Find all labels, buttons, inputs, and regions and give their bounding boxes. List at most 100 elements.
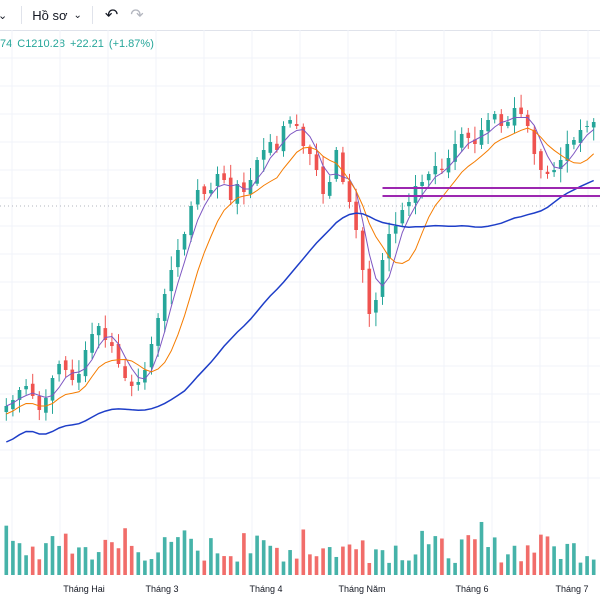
volume-bar <box>539 534 543 575</box>
candle-body <box>532 129 537 154</box>
candle-body <box>143 370 147 383</box>
candle-body <box>506 122 510 126</box>
volume-bar <box>585 556 589 575</box>
volume-bar <box>11 540 15 575</box>
candle-body <box>301 126 306 146</box>
volume-bar <box>195 550 200 575</box>
volume-bar <box>486 547 490 575</box>
candle-body <box>156 318 160 346</box>
volume-bar <box>143 560 147 575</box>
candle-body <box>440 168 444 170</box>
candle-body <box>393 226 398 234</box>
volume-bar <box>393 545 398 575</box>
redo-icon[interactable]: ↷ <box>130 7 144 24</box>
candle-body <box>182 234 187 250</box>
candle-body <box>400 210 405 224</box>
legend-change: +22.21 <box>69 38 104 50</box>
volume-bar <box>473 539 477 575</box>
volume-bar <box>17 543 22 575</box>
x-axis-label: Tháng 6 <box>455 584 488 594</box>
candle-body <box>308 146 312 154</box>
candle-body <box>169 270 174 292</box>
ma-fast-line <box>6 117 595 407</box>
volume-bar <box>380 550 385 575</box>
volume-bar <box>4 525 9 575</box>
volume-bar <box>116 548 121 575</box>
candle-body <box>512 108 517 126</box>
candle-body <box>37 396 42 410</box>
volume-bar <box>545 536 550 575</box>
candle-body <box>123 366 127 378</box>
chevron-down-icon: ⌄ <box>73 9 82 21</box>
volume-bar <box>96 552 101 575</box>
volume-bar <box>136 552 141 575</box>
volume-bar <box>110 542 114 575</box>
ma-mid-line <box>6 127 595 415</box>
volume-bar <box>512 545 517 575</box>
volume-bar <box>565 543 570 575</box>
candle-body <box>149 344 154 368</box>
volume-bar <box>57 545 61 575</box>
volume-bar <box>374 549 378 575</box>
volume-bar <box>189 538 193 575</box>
candle-body <box>591 122 596 128</box>
candle-body <box>367 268 372 314</box>
candle-body <box>558 160 563 169</box>
volume-bar <box>552 546 556 575</box>
candle-body <box>57 364 61 375</box>
volume-bar <box>407 560 411 575</box>
volume-bar <box>123 528 127 575</box>
ohlc-legend: 74 C1210.28 +22.21 (+1.87%) <box>0 38 159 50</box>
toolbar-divider <box>21 6 23 24</box>
volume-bar <box>235 561 240 575</box>
candle-body <box>209 190 213 194</box>
volume-bar <box>420 530 424 575</box>
volume-bar <box>301 529 306 575</box>
candle-body <box>572 140 576 145</box>
volume-bar <box>248 553 253 575</box>
volume-bar <box>572 543 576 575</box>
volume-bar <box>255 535 259 575</box>
candle-body <box>189 206 193 236</box>
candle-body <box>347 181 352 202</box>
ma-slow-line <box>5 179 595 443</box>
volume-bar <box>525 545 530 575</box>
candle-body <box>44 398 48 413</box>
candle-body <box>519 107 523 114</box>
volume-bar <box>519 561 523 575</box>
price-chart[interactable]: Tháng Hai Tháng 3 Tháng 4 Tháng Năm Tháng 6 T… <box>0 30 600 600</box>
candle-body <box>578 130 583 143</box>
volume-bar <box>308 554 312 575</box>
candle-body <box>294 123 299 126</box>
volume-bar <box>413 554 418 575</box>
candle-body <box>176 250 180 268</box>
candle-body <box>321 166 325 194</box>
volume-bar <box>446 558 451 575</box>
volume-bar <box>77 547 81 575</box>
candle-body <box>235 184 240 204</box>
candle-body <box>90 334 94 353</box>
volume-bar <box>182 530 187 575</box>
volume-bar <box>479 521 484 575</box>
interval-chevron-icon[interactable]: ⌄ <box>0 9 8 22</box>
volume-bar <box>37 559 42 575</box>
volume-bar <box>222 556 226 575</box>
volume-bar <box>591 559 596 575</box>
x-axis-label: Tháng Hai <box>63 584 105 594</box>
profile-dropdown[interactable]: Hồ sơ ⌄ <box>28 8 86 23</box>
volume-bar <box>281 561 286 575</box>
undo-icon[interactable]: ↶ <box>104 7 119 24</box>
candle-body <box>63 360 68 370</box>
x-axis-label: Tháng 4 <box>249 584 282 594</box>
legend-change-pct: (+1.87%) <box>108 38 154 50</box>
volume-bar <box>334 556 339 575</box>
profile-label: Hồ sơ <box>32 7 68 23</box>
candle-body <box>83 350 88 377</box>
volume-bar <box>70 553 75 575</box>
candle-body <box>413 186 418 203</box>
candle-body <box>215 174 220 187</box>
volume-bar <box>440 538 444 575</box>
candle-body <box>545 171 550 174</box>
candle-body <box>499 114 504 126</box>
volume-bar <box>466 535 471 575</box>
